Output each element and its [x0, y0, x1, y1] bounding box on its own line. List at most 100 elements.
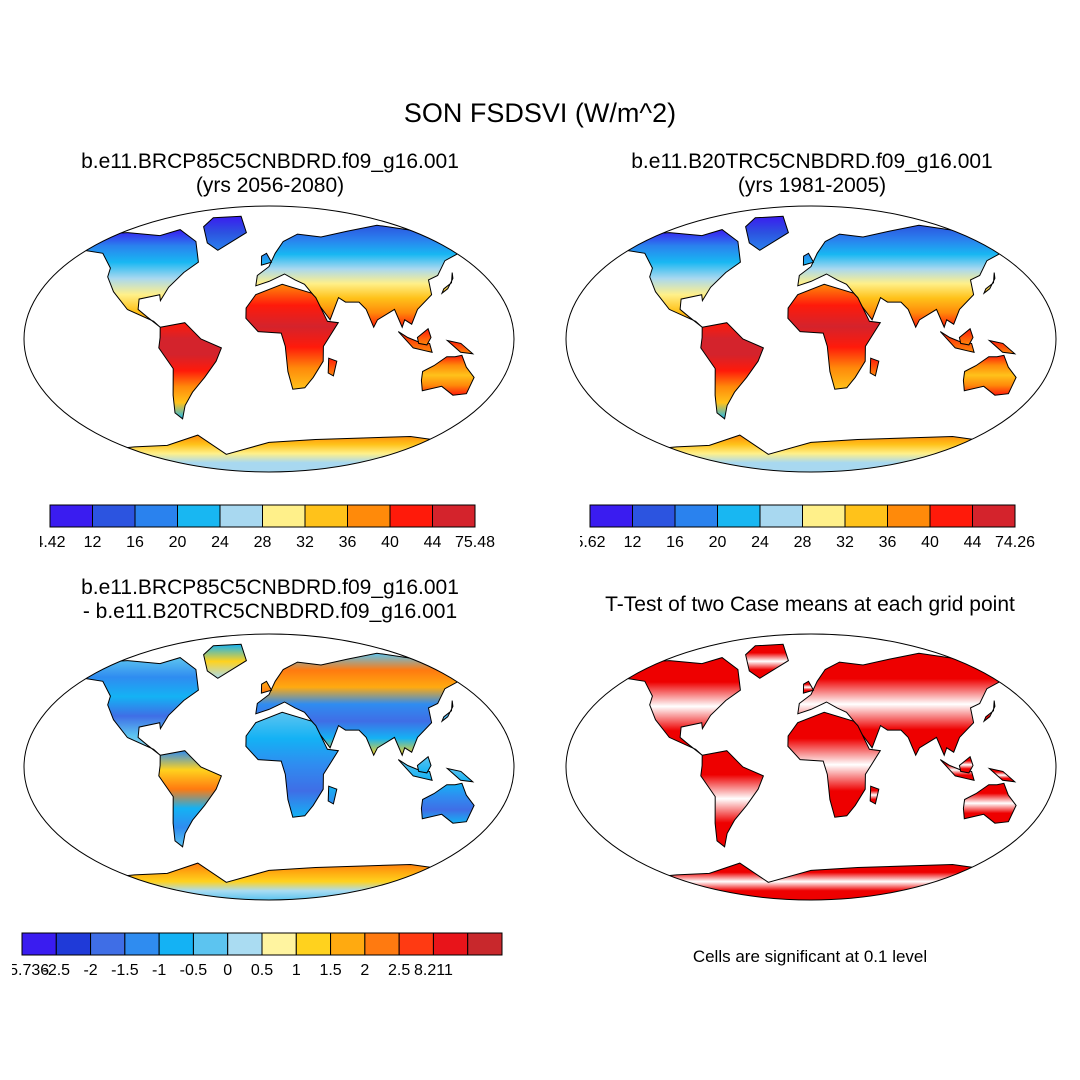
map-land-indonesia — [397, 759, 433, 781]
map-outline — [565, 633, 1057, 901]
map-land-nguinea — [445, 339, 475, 355]
map-land-nguinea — [987, 339, 1017, 355]
colorbar-swatch — [177, 504, 221, 528]
colorbar-swatch — [295, 932, 332, 956]
map-land-greenland — [203, 643, 247, 679]
map-land-indonesia — [397, 331, 433, 353]
map-land-uk — [802, 680, 815, 694]
colorbar-swatch — [844, 504, 888, 528]
panel-3-title-line1: b.e11.BRCP85C5CNBDRD.f09_g16.001 — [81, 576, 459, 599]
colorbar-swatch — [972, 504, 1016, 528]
colorbar-swatch — [389, 504, 433, 528]
panel-1-colorbar: 4.42 12 16 20 24 28 32 36 40 44 75.48 — [40, 504, 495, 550]
panel-3-title-line2: - b.e11.B20TRC5CNBDRD.f09_g16.001 — [82, 600, 458, 623]
panel-1-map — [23, 205, 515, 473]
colorbar-label: 28 — [254, 534, 272, 550]
panel-1-title: b.e11.BRCP85C5CNBDRD.f09_g16.001 (yrs 20… — [20, 150, 520, 198]
colorbar-label: 44 — [424, 534, 442, 550]
colorbar-label: 32 — [296, 534, 314, 550]
map-land-africa — [787, 711, 882, 818]
colorbar-swatch — [432, 932, 469, 956]
colorbar-label: 12 — [624, 534, 642, 550]
map-land-japan — [982, 272, 996, 295]
colorbar-swatch — [49, 504, 93, 528]
colorbar-label: 4.42 — [40, 534, 66, 550]
map-land-namerica — [611, 657, 741, 756]
colorbar-label: 0.5 — [251, 962, 273, 978]
map-outline — [565, 205, 1057, 473]
colorbar-label: 28 — [794, 534, 812, 550]
map-land-japan — [982, 700, 996, 723]
panel-1-title-line1: b.e11.BRCP85C5CNBDRD.f09_g16.001 — [81, 150, 459, 173]
colorbar-swatch — [92, 504, 136, 528]
map-land-samerica — [158, 322, 223, 420]
map-land-borneo — [416, 327, 432, 346]
map-land-madagascar — [327, 357, 338, 377]
panel-3-map — [23, 633, 515, 901]
map-land-madagascar — [869, 785, 880, 805]
map-land-australia — [962, 782, 1017, 824]
colorbar-swatch — [887, 504, 931, 528]
map-land-nguinea — [445, 767, 475, 783]
significance-note: Cells are significant at 0.1 level — [692, 947, 928, 966]
colorbar-label: -2.5 — [42, 962, 70, 978]
map-land-namerica — [611, 229, 741, 328]
map-land-africa — [787, 283, 882, 390]
map-land-uk — [802, 252, 815, 266]
map-land-borneo — [958, 755, 974, 774]
map-land-australia — [962, 354, 1017, 396]
panel-2-title-line1: b.e11.B20TRC5CNBDRD.f09_g16.001 — [631, 150, 993, 173]
colorbar-label: 24 — [211, 534, 229, 550]
colorbar-label: -0.5 — [180, 962, 208, 978]
colorbar-label: 20 — [709, 534, 727, 550]
panel-3-title: b.e11.BRCP85C5CNBDRD.f09_g16.001 - b.e11… — [20, 576, 520, 624]
colorbar-label: 1.5 — [319, 962, 341, 978]
panel-3-colorbar: -15.736-2.5 -2 -1.5 -1 -0.5 0 0.5 1 1.5 2 2.58.211 — [12, 932, 503, 978]
map-land-nguinea — [987, 767, 1017, 783]
colorbar-swatch — [90, 932, 126, 956]
map-land-japan — [440, 700, 454, 723]
colorbar-swatch — [158, 932, 194, 956]
colorbar-swatch — [262, 504, 306, 528]
colorbar-swatch — [192, 932, 229, 956]
colorbar-swatch — [364, 932, 400, 956]
colorbar-label: 12 — [84, 534, 102, 550]
figure-title: SON FSDSVI (W/m^2) — [403, 98, 677, 128]
colorbar-swatch — [304, 504, 348, 528]
map-land-madagascar — [327, 785, 338, 805]
colorbar-swatch — [674, 504, 718, 528]
panel-1-title-line2: (yrs 2056-2080) — [195, 174, 345, 197]
map-land-greenland — [745, 215, 789, 251]
colorbar-label: 74.26 — [995, 534, 1035, 550]
map-land-madagascar — [869, 357, 880, 377]
panel-2-colorbar: 5.62 12 16 20 24 28 32 36 40 44 74.26 — [580, 504, 1035, 550]
map-land-greenland — [203, 215, 247, 251]
map-land-greenland — [745, 643, 789, 679]
colorbar-label: 2 — [360, 962, 369, 978]
panel-4-title-line1: T-Test of two Case means at each grid po… — [605, 593, 1015, 616]
colorbar-label: -1.5 — [111, 962, 139, 978]
colorbar-label: 5.62 — [580, 534, 606, 550]
colorbar-swatch — [124, 932, 160, 956]
map-land-africa — [245, 711, 340, 818]
colorbar-swatch — [134, 504, 178, 528]
map-land-borneo — [958, 327, 974, 346]
map-land-samerica — [700, 750, 765, 848]
panel-4-title: T-Test of two Case means at each grid po… — [555, 593, 1065, 617]
map-land-indonesia — [939, 759, 975, 781]
map-land-uk — [260, 252, 273, 266]
colorbar-swatch — [227, 932, 263, 956]
colorbar-swatch — [330, 932, 366, 956]
panel-4-map — [565, 633, 1057, 901]
map-land-borneo — [416, 755, 432, 774]
colorbar-swatch — [347, 504, 391, 528]
colorbar-label: 20 — [169, 534, 187, 550]
colorbar-label: 24 — [751, 534, 769, 550]
colorbar-label: 36 — [879, 534, 897, 550]
colorbar-swatch — [632, 504, 676, 528]
colorbar-label: 40 — [921, 534, 939, 550]
colorbar-swatch — [261, 932, 297, 956]
colorbar-swatch — [717, 504, 761, 528]
colorbar-swatch — [219, 504, 263, 528]
panel-2-map — [565, 205, 1057, 473]
